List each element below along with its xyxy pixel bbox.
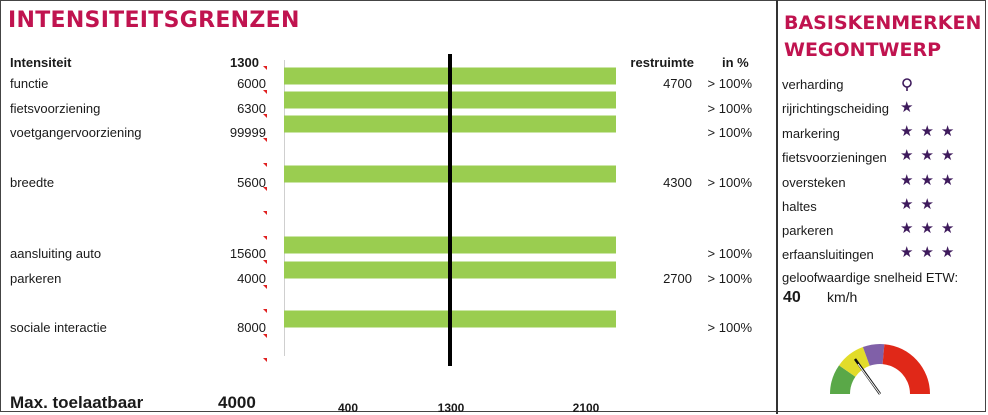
row-percent-parkeren: > 100% — [707, 271, 752, 286]
star-rating-haltes: ★★ — [900, 196, 941, 213]
row-label-aansluiting-auto: aansluiting auto — [10, 246, 102, 261]
intensity-header: Intensiteit — [10, 55, 72, 70]
row-value-functie: 6000 — [237, 76, 266, 91]
row-label-breedte: breedte — [10, 175, 55, 190]
property-label-fietsvoorzieningen: fietsvoorzieningen — [782, 150, 887, 165]
gauge-needle-highlight — [857, 363, 881, 395]
row-marker — [263, 90, 267, 94]
row-label-parkeren: parkeren — [10, 271, 62, 286]
star-rating-rijrichtingscheiding: ★ — [900, 99, 921, 116]
property-label-rijrichtingscheiding: rijrichtingscheiding — [782, 101, 889, 116]
chart-axis-line — [284, 60, 285, 356]
row-marker — [263, 138, 267, 142]
credible-speed-value: 40 — [783, 289, 801, 306]
road-design-title: BASISKENMERKEN WEGONTWERP — [784, 10, 981, 64]
x-tick-label: 2100 — [572, 401, 600, 415]
panel-divider — [776, 0, 778, 414]
row-value-fietsvoorziening: 6300 — [237, 101, 266, 116]
property-label-erfaansluitingen: erfaansluitingen — [782, 247, 874, 262]
row-marker — [263, 163, 267, 167]
row-label-fietsvoorziening: fietsvoorziening — [10, 101, 101, 116]
gauge-segment — [862, 344, 885, 366]
row-space-breedte: 4300 — [663, 175, 692, 190]
star-rating-markering: ★★★ — [900, 123, 962, 140]
space-header: restruimte — [630, 55, 694, 70]
credible-speed-label: geloofwaardige snelheid ETW: — [782, 270, 959, 285]
row-space-functie: 4700 — [663, 76, 692, 91]
gauge-segment — [882, 344, 930, 394]
row-percent-sociale-interactie: > 100% — [707, 320, 752, 335]
row-marker — [263, 114, 267, 118]
row-marker — [263, 285, 267, 289]
max-allowed-value: 4000 — [218, 393, 256, 412]
row-label-voetgangervoorziening: voetgangervoorziening — [10, 125, 142, 140]
row-marker — [263, 66, 267, 70]
row-percent-fietsvoorziening: > 100% — [707, 101, 752, 116]
credible-speed-unit: km/h — [827, 289, 858, 305]
star-rating-fietsvoorzieningen: ★★★ — [900, 147, 962, 164]
row-space-parkeren: 2700 — [663, 271, 692, 286]
row-percent-functie: > 100% — [707, 76, 752, 91]
row-value-aansluiting-auto: 15600 — [229, 246, 266, 261]
intensity-limits-title: INTENSITEITSGRENZEN — [8, 8, 300, 33]
road-design-title-line-1: BASISKENMERKEN — [784, 12, 982, 34]
star-rating-oversteken: ★★★ — [900, 172, 962, 189]
row-marker — [263, 309, 267, 313]
pin-icon — [902, 78, 912, 91]
row-percent-voetgangervoorziening: > 100% — [707, 125, 752, 140]
row-value-parkeren: 4000 — [237, 271, 266, 286]
x-tick-label: 1300 — [437, 401, 465, 415]
star-rating-erfaansluitingen: ★★★ — [900, 244, 962, 261]
row-value-voetgangervoorziening: 99999 — [229, 125, 266, 140]
row-marker — [263, 358, 267, 362]
property-label-parkeren: parkeren — [782, 223, 834, 238]
intensity-bar-chart — [284, 54, 616, 366]
row-value-sociale-interactie: 8000 — [237, 320, 266, 335]
max-allowed-label: Max. toelaatbaar — [10, 393, 144, 412]
property-label-verharding: verharding — [782, 77, 844, 92]
speed-gauge — [830, 344, 930, 395]
row-marker — [263, 211, 267, 215]
row-label-sociale-interactie: sociale interactie — [10, 320, 107, 335]
row-marker — [263, 187, 267, 191]
road-design-title-line-2: WEGONTWERP — [784, 39, 942, 61]
row-marker — [263, 260, 267, 264]
row-percent-aansluiting-auto: > 100% — [707, 246, 752, 261]
gauge-segment — [830, 365, 856, 394]
row-value-breedte: 5600 — [237, 175, 266, 190]
row-marker — [263, 334, 267, 338]
property-label-haltes: haltes — [782, 199, 817, 214]
property-label-oversteken: oversteken — [782, 175, 846, 190]
percent-header: in % — [722, 55, 749, 70]
star-rating-parkeren: ★★★ — [900, 220, 962, 237]
row-marker — [263, 236, 267, 240]
row-label-functie: functie — [10, 76, 49, 91]
property-label-markering: markering — [782, 126, 840, 141]
x-tick-label: 400 — [337, 401, 359, 415]
intensity-value-header: 1300 — [230, 55, 259, 70]
row-percent-breedte: > 100% — [707, 175, 752, 190]
